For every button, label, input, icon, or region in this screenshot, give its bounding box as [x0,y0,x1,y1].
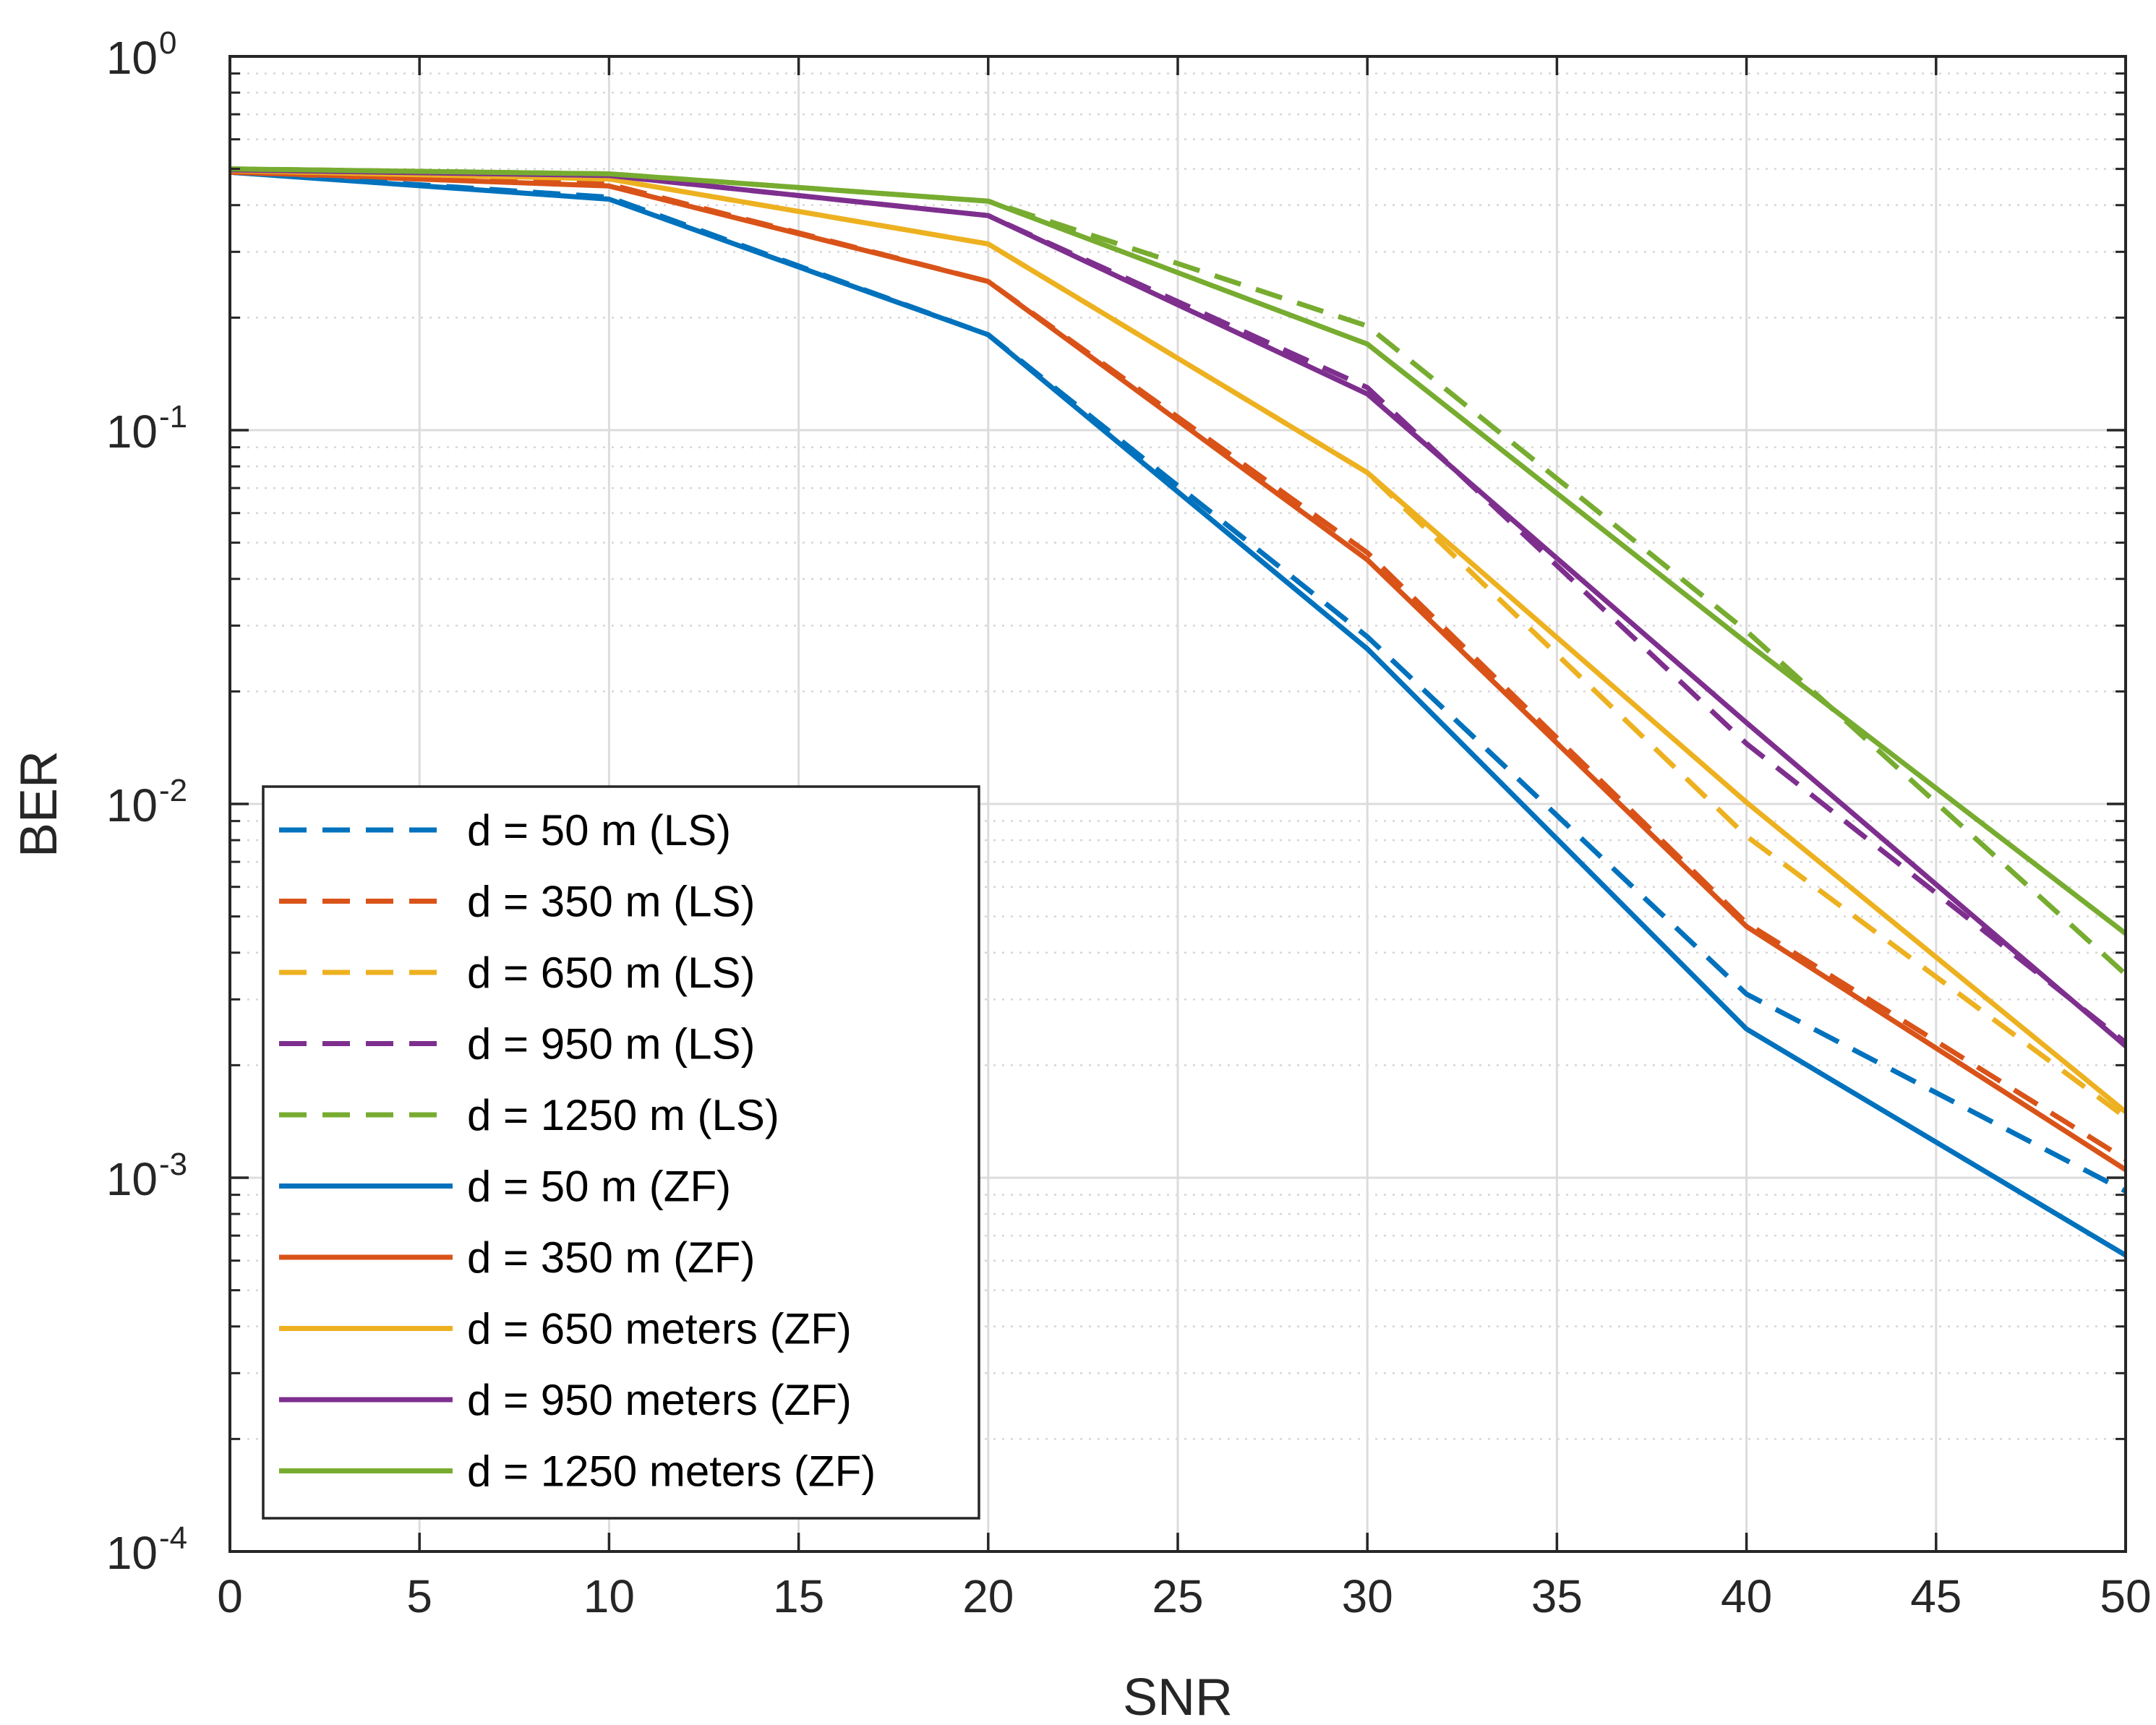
legend-label: d = 50 m (LS) [467,806,731,855]
y-tick-label-base: 10 [106,1527,158,1579]
y-tick-label: 10 -3 [106,1147,187,1205]
series-line [229,166,2128,977]
x-tick-labels: 0 5 10 15 20 25 30 35 40 45 50 [217,1570,2151,1622]
legend-label: d = 1250 m (LS) [467,1091,779,1139]
legend-label: d = 1250 meters (ZF) [467,1447,876,1496]
x-tick-label: 50 [2100,1570,2151,1622]
y-tick-label-exponent: 0 [159,25,176,61]
y-tick-label-base: 10 [106,779,158,831]
data-series [229,166,2128,1258]
x-tick-label: 40 [1721,1570,1772,1622]
legend-label: d = 950 m (LS) [467,1020,756,1069]
series-line [229,168,2128,1120]
x-tick-label: 15 [773,1570,824,1622]
x-tick-label: 20 [962,1570,1014,1622]
x-tick-label: 10 [583,1570,635,1622]
y-tick-label-base: 10 [106,32,158,84]
y-tick-label: 10 0 [106,25,177,84]
legend: d = 50 m (LS) d = 350 m (LS) d = 650 m (LS… [262,785,980,1520]
y-tick-label: 10 -4 [106,1520,187,1579]
x-tick-label: 0 [217,1570,243,1622]
y-tick-label-base: 10 [106,1153,158,1205]
legend-label: d = 950 meters (ZF) [467,1376,852,1424]
series-line [229,169,2127,1162]
legend-label: d = 350 m (LS) [467,878,756,926]
legend-box [262,785,980,1520]
x-tick-label: 35 [1531,1570,1583,1622]
x-tick-label: 45 [1910,1570,1962,1622]
y-tick-label-exponent: -1 [159,399,187,435]
x-tick-label: 25 [1152,1570,1203,1622]
series-line [229,169,2127,1194]
x-tick-label: 30 [1342,1570,1393,1622]
legend-label: d = 650 meters (ZF) [467,1305,852,1353]
y-tick-label-base: 10 [106,406,158,458]
y-axis-title: BER [10,750,68,857]
axis-ticks [228,55,2127,1553]
y-tick-label: 10 -1 [106,399,187,458]
y-tick-label-exponent: -4 [159,1520,187,1556]
y-tick-label-exponent: -3 [159,1147,187,1182]
y-tick-label-exponent: -2 [159,773,187,808]
legend-label: d = 350 m (ZF) [467,1233,755,1282]
legend-label: d = 650 m (LS) [467,949,756,997]
legend-label: d = 50 m (ZF) [467,1163,731,1211]
x-tick-label: 5 [406,1570,432,1622]
y-tick-label: 10 -2 [106,773,187,831]
x-axis-title: SNR [1123,1669,1233,1725]
